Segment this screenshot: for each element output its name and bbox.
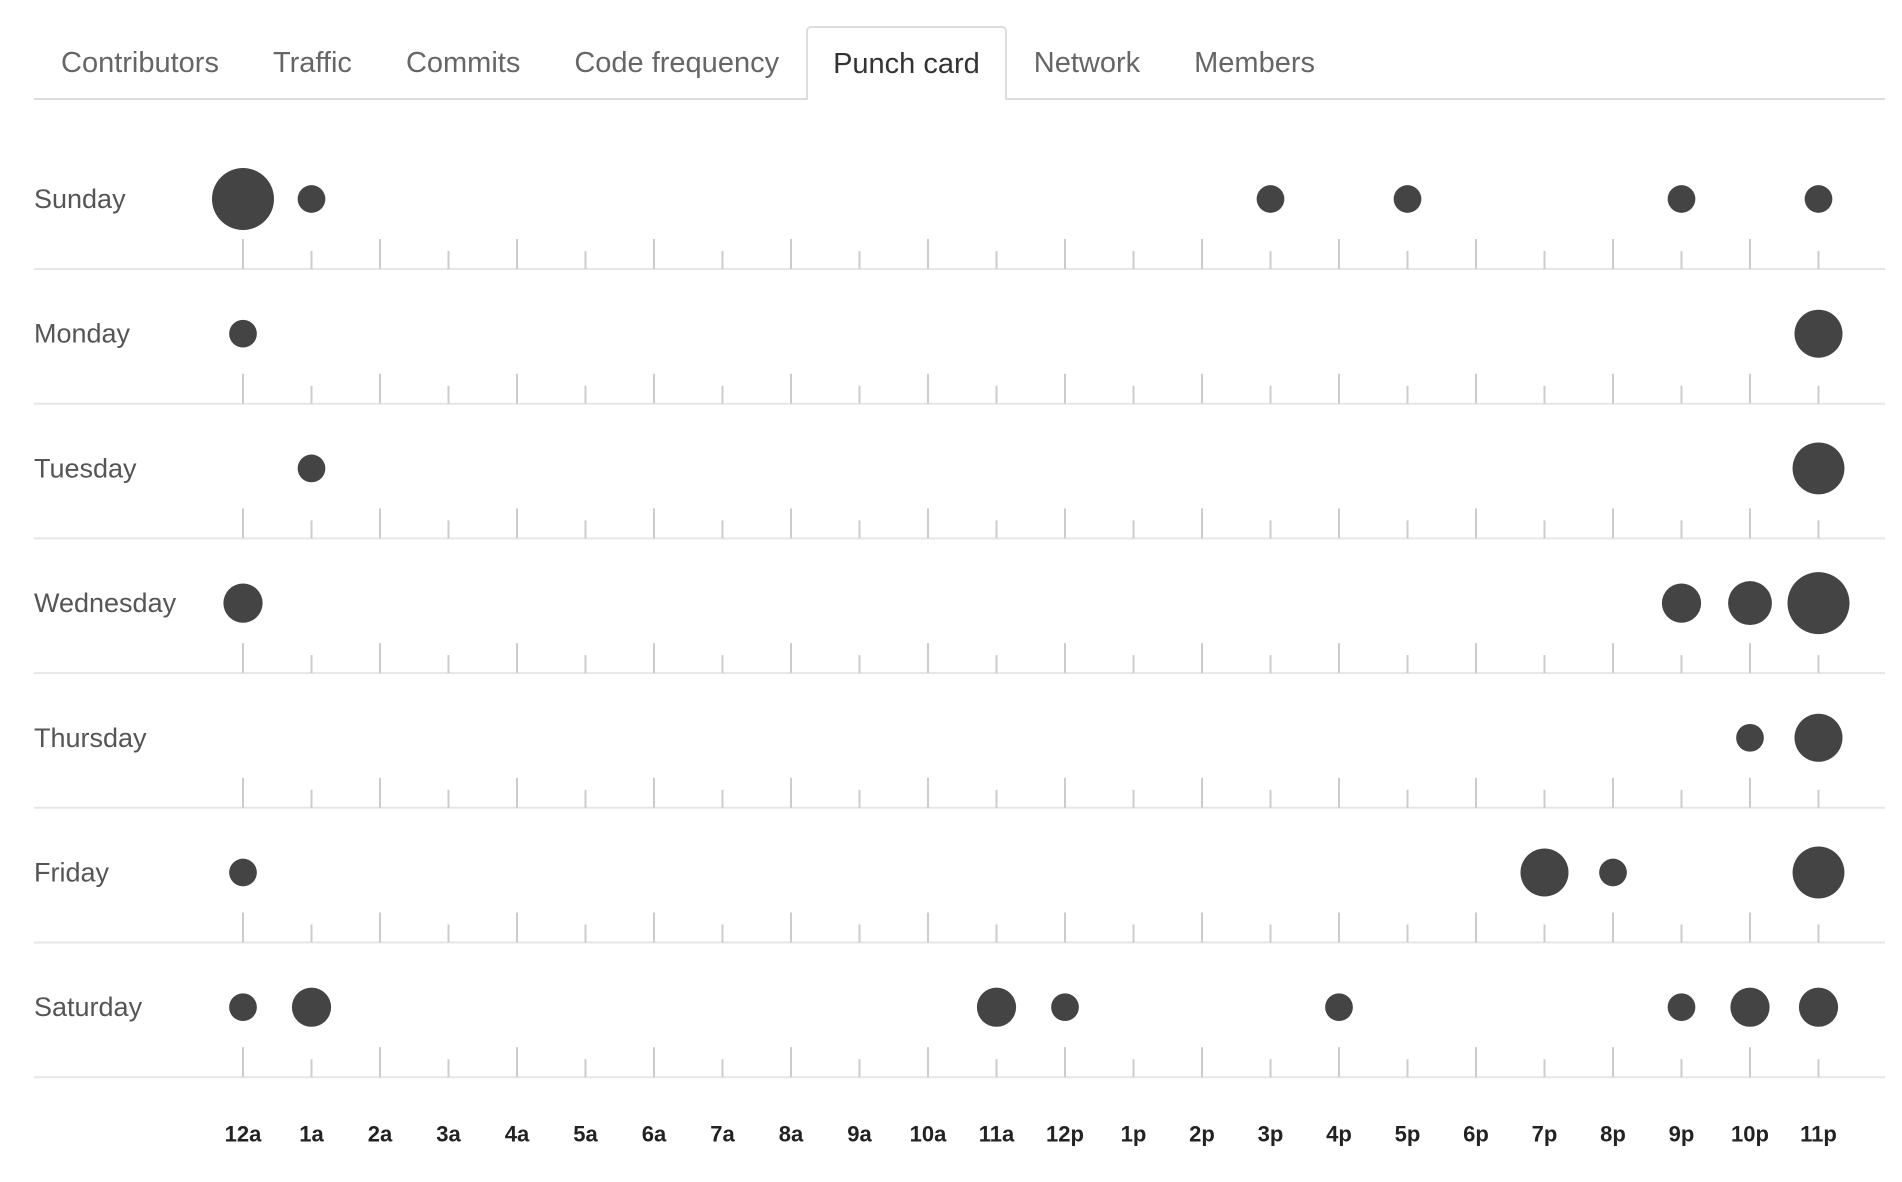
hour-label-8p: 8p <box>1600 1122 1626 1147</box>
punch-dot-wednesday-9p[interactable] <box>1661 583 1702 623</box>
punch-dot-friday-11p[interactable] <box>1792 846 1845 899</box>
day-label-wednesday: Wednesday <box>34 588 177 618</box>
punch-dot-wednesday-10p[interactable] <box>1728 581 1772 626</box>
punch-dot-tuesday-11p[interactable] <box>1792 442 1845 495</box>
punch-dot-sunday-3p[interactable] <box>1256 185 1285 213</box>
hour-label-11a: 11a <box>979 1122 1015 1147</box>
hour-label-3p: 3p <box>1258 1122 1284 1147</box>
tab-network[interactable]: Network <box>1033 46 1141 79</box>
grid-layer <box>34 239 1885 1079</box>
punch-dot-thursday-10p[interactable] <box>1736 723 1764 752</box>
hour-label-1p: 1p <box>1121 1122 1147 1147</box>
hour-label-8a: 8a <box>779 1122 804 1147</box>
punch-dot-thursday-11p[interactable] <box>1794 713 1843 762</box>
day-label-sunday: Sunday <box>34 184 126 214</box>
punch-dot-saturday-10p[interactable] <box>1730 987 1770 1027</box>
dot-layer <box>212 168 1850 1027</box>
hour-label-12p: 12p <box>1046 1122 1084 1147</box>
hour-label-7p: 7p <box>1532 1122 1558 1147</box>
punch-dot-sunday-9p[interactable] <box>1667 185 1696 213</box>
punch-dot-saturday-12p[interactable] <box>1051 993 1079 1022</box>
punch-dot-wednesday-12a[interactable] <box>223 583 263 623</box>
punch-dot-monday-11p[interactable] <box>1794 309 1843 358</box>
punch-dot-tuesday-1a[interactable] <box>297 454 326 483</box>
punch-dot-sunday-12a[interactable] <box>212 168 274 230</box>
punch-dot-friday-12a[interactable] <box>229 858 257 887</box>
punch-dot-sunday-1a[interactable] <box>297 185 326 213</box>
hour-label-11p: 11p <box>1800 1122 1837 1147</box>
hour-label-3a: 3a <box>436 1122 461 1147</box>
hour-label-2p: 2p <box>1189 1122 1215 1147</box>
tab-contributors[interactable]: Contributors <box>61 46 219 79</box>
tab-navigation: Contributors Traffic Commits Code freque… <box>34 26 1885 100</box>
tab-punch-card[interactable]: Punch card <box>806 26 1007 100</box>
day-label-thursday: Thursday <box>34 723 147 753</box>
hour-label-10a: 10a <box>910 1122 947 1147</box>
tab-list: Contributors Traffic Commits Code freque… <box>34 26 1342 100</box>
punch-dot-saturday-4p[interactable] <box>1325 993 1353 1022</box>
hour-label-6p: 6p <box>1463 1122 1489 1147</box>
punch-dot-friday-8p[interactable] <box>1599 858 1627 887</box>
punch-dot-monday-12a[interactable] <box>229 319 257 348</box>
day-label-tuesday: Tuesday <box>34 453 137 483</box>
tab-members[interactable]: Members <box>1194 46 1315 79</box>
punch-dot-saturday-11a[interactable] <box>976 987 1017 1027</box>
hour-label-2a: 2a <box>368 1122 393 1147</box>
hour-label-5a: 5a <box>573 1122 598 1147</box>
hour-label-9a: 9a <box>847 1122 872 1147</box>
hour-label-10p: 10p <box>1731 1122 1769 1147</box>
punch-dot-saturday-9p[interactable] <box>1667 993 1696 1022</box>
tab-traffic[interactable]: Traffic <box>272 46 352 79</box>
hour-label-9p: 9p <box>1669 1122 1695 1147</box>
hour-label-4a: 4a <box>505 1122 530 1147</box>
day-label-monday: Monday <box>34 319 131 349</box>
hour-label-7a: 7a <box>710 1122 735 1147</box>
punch-dot-sunday-5p[interactable] <box>1393 185 1422 213</box>
hour-label-12a: 12a <box>225 1122 262 1147</box>
punch-dot-saturday-11p[interactable] <box>1798 987 1839 1027</box>
hour-label-6a: 6a <box>642 1122 667 1147</box>
hour-label-5p: 5p <box>1395 1122 1421 1147</box>
label-layer: Sunday Monday Tuesday Wednesday Thursday Frid… <box>34 184 1837 1147</box>
tab-code-frequency[interactable]: Code frequency <box>574 46 780 79</box>
hour-label-4p: 4p <box>1326 1122 1352 1147</box>
punch-dot-wednesday-11p[interactable] <box>1787 572 1850 635</box>
punch-dot-saturday-1a[interactable] <box>291 987 332 1027</box>
punch-dot-friday-7p[interactable] <box>1520 848 1569 897</box>
day-label-saturday: Saturday <box>34 992 143 1022</box>
punch-dot-saturday-12a[interactable] <box>229 993 257 1022</box>
hour-label-1a: 1a <box>299 1122 324 1147</box>
tab-commits[interactable]: Commits <box>405 46 521 79</box>
day-label-friday: Friday <box>34 858 110 888</box>
punch-dot-sunday-11p[interactable] <box>1804 185 1833 213</box>
